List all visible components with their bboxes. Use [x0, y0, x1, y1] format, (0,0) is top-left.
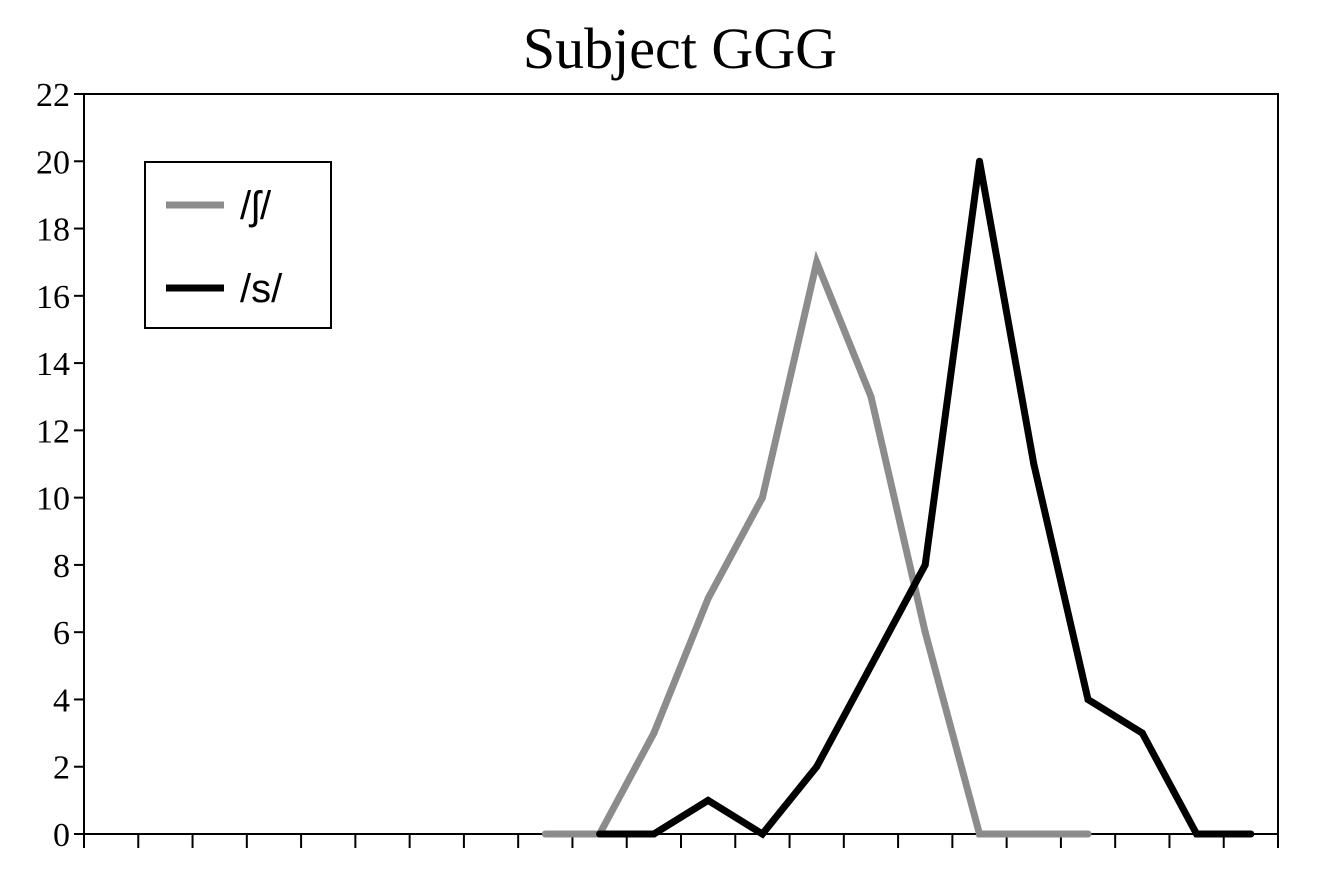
y-tick-label: 14: [36, 346, 70, 383]
data-point: [921, 561, 929, 569]
data-point: [1030, 460, 1038, 468]
data-point: [921, 628, 929, 636]
data-point: [541, 830, 549, 838]
y-tick-label: 20: [36, 144, 70, 181]
data-point: [813, 258, 821, 266]
data-point: [758, 494, 766, 502]
data-point: [1247, 830, 1255, 838]
legend: /ʃ/ /s/: [144, 161, 332, 329]
series-line-1: [599, 160, 1251, 839]
data-point: [867, 662, 875, 670]
y-tick-label: 16: [36, 279, 70, 316]
series-line-0: [545, 250, 1088, 838]
data-point: [650, 729, 658, 737]
y-tick-label: 18: [36, 212, 70, 249]
data-point: [1138, 729, 1146, 737]
data-point: [758, 830, 766, 838]
legend-label-s: /s/: [240, 267, 283, 311]
y-tick-label: 22: [36, 77, 70, 114]
data-point: [976, 157, 983, 165]
y-tick-label: 4: [53, 682, 70, 719]
y-tick-label: 8: [53, 548, 70, 585]
y-tick-label: 10: [36, 481, 70, 518]
series-layer: [541, 157, 1255, 839]
data-point: [976, 830, 983, 838]
legend-box: [144, 161, 332, 329]
y-tick-label: 0: [53, 817, 70, 854]
chart-title: Subject GGG: [523, 16, 837, 81]
data-point: [1193, 830, 1201, 838]
y-tick-label: 6: [53, 615, 70, 652]
data-point: [704, 595, 712, 603]
legend-label-sh: /ʃ/: [240, 184, 272, 228]
y-tick-label: 12: [36, 413, 70, 450]
y-axis: 0 2 4 6 8 10 12 14 16 18 20 22: [36, 77, 84, 854]
data-point: [867, 393, 875, 401]
data-point: [596, 830, 604, 838]
data-point: [704, 796, 712, 804]
y-tick-label: 2: [53, 750, 70, 787]
data-point: [1084, 830, 1092, 838]
data-point: [650, 830, 658, 838]
data-point: [1030, 830, 1038, 838]
data-point: [1084, 695, 1092, 703]
data-point: [813, 763, 821, 771]
x-axis: [83, 834, 1279, 848]
